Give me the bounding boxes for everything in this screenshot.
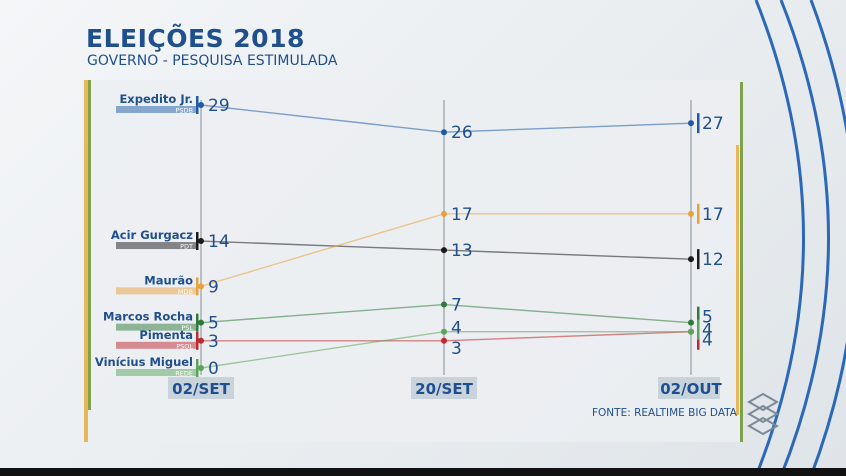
page-subtitle: GOVERNO - PESQUISA ESTIMULADA [87, 53, 338, 69]
end-marker [697, 113, 700, 134]
legend-party-2: PDT [180, 243, 193, 251]
data-label: 5 [702, 308, 713, 328]
legend-party-6: REDE [175, 370, 193, 378]
data-label: 4 [702, 321, 713, 341]
data-label: 5 [208, 314, 219, 334]
data-point [688, 328, 694, 335]
legend-party-bar-1 [116, 106, 196, 113]
start-marker [196, 331, 199, 350]
start-marker [196, 313, 199, 332]
x-tick-label-3: 02/OUT [660, 380, 722, 398]
data-point [441, 337, 447, 344]
data-point [441, 301, 447, 308]
legend-party-bar-5 [116, 341, 196, 349]
data-label: 13 [451, 241, 473, 261]
data-label: 9 [208, 277, 219, 297]
data-point [441, 328, 447, 335]
data-label: 7 [451, 296, 462, 316]
data-label: 26 [451, 123, 473, 143]
start-marker [196, 96, 199, 114]
legend-name-5: Pimenta [139, 328, 193, 342]
start-marker [196, 277, 199, 296]
data-point [441, 210, 447, 217]
accent-bar-left-green [88, 80, 91, 410]
legend-name-1: Expedito Jr. [119, 92, 193, 106]
x-tick-label-1: 02/SET [172, 380, 230, 398]
legend-name-3: Maurão [144, 273, 193, 287]
broadcaster-logo-icon [747, 392, 779, 436]
data-label: 3 [451, 339, 462, 359]
decorative-arcs [754, 0, 846, 476]
accent-bar-right-green [740, 82, 743, 442]
data-point [441, 129, 447, 136]
legend-party-bar-4 [116, 323, 196, 331]
data-label: 0 [208, 359, 219, 379]
data-point [198, 365, 204, 371]
start-marker [196, 359, 199, 377]
data-point [198, 238, 204, 245]
legend-party-bar-3 [116, 287, 196, 295]
data-point [688, 120, 694, 127]
page-title: ELEIÇÕES 2018 [86, 24, 305, 53]
end-marker [697, 306, 700, 327]
legend-party-1: PSDB [175, 107, 193, 115]
data-label: 4 [451, 319, 462, 339]
legend-party-bar-2 [116, 242, 196, 250]
start-marker [196, 232, 199, 251]
data-point [198, 283, 204, 290]
legend-party-5: PSOL [176, 342, 193, 350]
data-point [688, 210, 694, 217]
accent-bar-right-yellow [736, 145, 739, 415]
legend-name-6: Vinícius Miguel [95, 355, 193, 369]
series-line-4 [200, 303, 692, 324]
data-point [198, 102, 204, 108]
source-note: FONTE: REALTIME BIG DATA [592, 407, 737, 419]
data-label: 17 [702, 205, 724, 225]
data-point [688, 256, 694, 263]
data-label: 17 [451, 205, 473, 225]
data-point [688, 319, 694, 326]
series-line-6 [200, 331, 691, 369]
data-label: 4 [702, 331, 713, 351]
data-label: 29 [208, 96, 230, 116]
legend-party-bar-6 [116, 369, 196, 376]
x-tick-box-3 [658, 377, 720, 399]
series-line-1 [200, 104, 692, 133]
x-tick-box-2 [411, 377, 477, 399]
end-marker [697, 203, 700, 224]
data-label: 12 [702, 250, 724, 270]
end-marker [697, 249, 700, 270]
data-point [198, 319, 204, 326]
legend-party-4: PSL [181, 324, 193, 332]
x-tick-label-2: 20/SET [415, 380, 473, 398]
bottom-bar [0, 468, 846, 476]
end-marker [697, 319, 700, 340]
data-label: 27 [702, 114, 724, 134]
data-label: 14 [208, 232, 230, 252]
legend-party-3: MDB [178, 288, 193, 296]
accent-bar-left-yellow [84, 80, 88, 442]
legend-name-4: Marcos Rocha [103, 310, 193, 324]
legend-name-2: Acir Gurgacz [111, 228, 193, 242]
data-point [441, 247, 447, 254]
data-label: 3 [208, 332, 219, 352]
data-point [198, 337, 204, 344]
x-tick-box-1 [168, 377, 234, 399]
